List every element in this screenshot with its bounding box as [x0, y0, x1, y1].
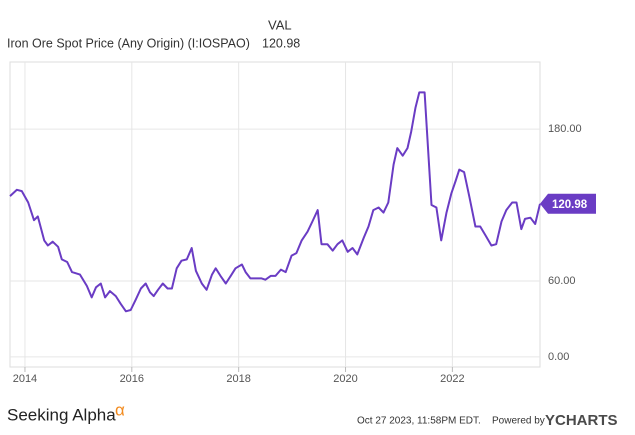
header-label: VAL	[268, 17, 292, 32]
plot-frame	[9, 61, 541, 368]
x-tick-label: 2022	[440, 373, 464, 385]
legend-name: Iron Ore Spot Price (Any Origin) (I:IOSP…	[7, 36, 250, 50]
y-tick-label: 0.00	[548, 351, 569, 363]
y-tick-label: 60.00	[548, 275, 576, 287]
y-tick-label: 180.00	[548, 123, 582, 135]
brand: Seeking Alpha	[7, 405, 116, 424]
powered-by: Powered by	[492, 416, 545, 427]
x-tick-label: 2014	[13, 373, 37, 385]
timestamp: Oct 27 2023, 11:58PM EDT.	[357, 416, 481, 427]
series-line	[9, 91, 541, 313]
brand-mark: α	[115, 400, 125, 419]
value-tag-label: 120.98	[552, 199, 588, 211]
provider: YCHARTS	[545, 412, 618, 429]
value-tag	[540, 193, 596, 214]
x-tick-label: 2020	[333, 373, 357, 385]
x-tick-label: 2018	[226, 373, 250, 385]
x-tick-label: 2016	[120, 373, 144, 385]
legend-value: 120.98	[262, 36, 300, 50]
